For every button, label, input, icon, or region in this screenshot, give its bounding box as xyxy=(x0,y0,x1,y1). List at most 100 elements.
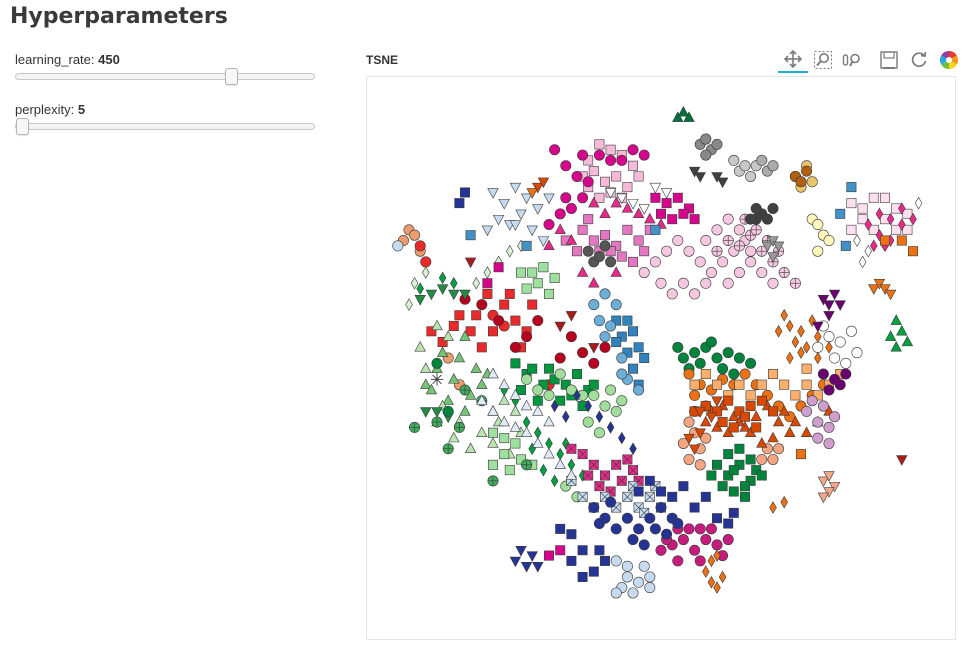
scatter-point xyxy=(823,471,835,482)
learning-rate-slider-handle[interactable] xyxy=(224,68,238,85)
scatter-point xyxy=(705,267,717,279)
scatter-point xyxy=(526,188,538,199)
scatter-point xyxy=(756,453,768,465)
scatter-point xyxy=(532,437,544,448)
scatter-point xyxy=(442,394,454,405)
scatter-point xyxy=(600,470,610,481)
scatter-point xyxy=(896,455,908,466)
scatter-point xyxy=(769,501,777,514)
scatter-point xyxy=(868,192,879,203)
scatter-point xyxy=(583,214,594,225)
scatter-point xyxy=(611,336,622,347)
scatter-point xyxy=(666,288,678,300)
scatter-point xyxy=(431,357,443,369)
scatter-point xyxy=(431,416,443,428)
save-tool[interactable] xyxy=(874,47,904,73)
scatter-point xyxy=(509,405,522,416)
scatter-series xyxy=(702,495,788,594)
pan-tool[interactable] xyxy=(778,47,808,73)
scatter-point xyxy=(476,342,487,353)
scatter-point xyxy=(694,256,706,268)
scatter-point xyxy=(526,225,538,237)
scatter-point xyxy=(879,284,891,295)
scatter-point xyxy=(700,235,712,247)
scatter-point xyxy=(543,415,555,427)
scatter-point xyxy=(430,373,444,386)
scatter-point xyxy=(627,534,639,546)
scatter-point xyxy=(712,513,722,524)
scatter-point xyxy=(723,470,734,481)
scatter-point xyxy=(772,415,785,427)
scatter-point xyxy=(677,106,690,117)
scatter-point xyxy=(465,230,476,241)
perplexity-slider[interactable] xyxy=(15,118,315,135)
scatter-point xyxy=(621,202,634,213)
scatter-point xyxy=(628,326,638,337)
scatter-series xyxy=(745,202,779,225)
scatter-point xyxy=(532,405,544,416)
learning-rate-slider[interactable] xyxy=(15,68,315,85)
bokeh-logo[interactable] xyxy=(934,47,964,73)
scatter-point xyxy=(577,545,588,556)
scatter-point xyxy=(756,267,768,279)
scatter-point xyxy=(545,437,553,450)
scatter-point xyxy=(756,379,767,390)
scatter-point xyxy=(814,330,822,343)
scatter-point xyxy=(622,224,633,235)
scatter-point xyxy=(817,400,829,412)
reset-tool[interactable] xyxy=(904,47,934,73)
scatter-point xyxy=(442,330,454,341)
scatter-point xyxy=(655,544,667,556)
scatter-point xyxy=(734,379,745,390)
scatter-point xyxy=(616,251,627,262)
scatter-point xyxy=(594,192,605,203)
scatter-point xyxy=(629,442,637,456)
scatter-point xyxy=(656,486,666,497)
scatter-point xyxy=(498,415,510,427)
scatter-point xyxy=(532,562,544,573)
scatter-point xyxy=(678,208,689,219)
scatter-point xyxy=(448,373,460,384)
scatter-point xyxy=(689,389,701,401)
scatter-point xyxy=(510,358,521,369)
box-zoom-tool[interactable] xyxy=(808,47,838,73)
scatter-point xyxy=(711,352,723,364)
scatter-point xyxy=(728,465,739,476)
scatter-point xyxy=(802,341,811,354)
scatter-point xyxy=(817,492,830,504)
scatter-point xyxy=(488,326,498,337)
scatter-point xyxy=(600,555,610,566)
scatter-point xyxy=(694,459,706,471)
scatter-point xyxy=(745,475,756,486)
scatter-point xyxy=(588,502,600,514)
scatter-point xyxy=(745,357,757,369)
scatter-point xyxy=(593,251,605,263)
scatter-point xyxy=(627,144,639,156)
scatter-point xyxy=(544,363,554,374)
scatter-point xyxy=(891,224,902,235)
scatter-point xyxy=(487,367,499,379)
scatter-point xyxy=(829,352,841,364)
scatter-point xyxy=(521,240,532,251)
tsne-plot[interactable] xyxy=(366,76,956,640)
perplexity-slider-handle[interactable] xyxy=(16,118,29,135)
scatter-point xyxy=(873,279,886,290)
scatter-point xyxy=(487,188,499,199)
scatter-point xyxy=(694,428,706,440)
scatter-series xyxy=(846,192,913,235)
scatter-point xyxy=(823,421,835,433)
scatter-point xyxy=(672,192,683,203)
scatter-point xyxy=(723,395,734,406)
scatter-point xyxy=(577,192,589,204)
scatter-point xyxy=(767,202,779,214)
scatter-point xyxy=(772,241,785,253)
scatter-point xyxy=(532,395,543,406)
scatter-point xyxy=(768,406,778,417)
scatter-point xyxy=(588,196,600,208)
wheel-zoom-tool[interactable] xyxy=(838,47,868,73)
scatter-point xyxy=(420,362,432,373)
scatter-point xyxy=(448,289,460,301)
scatter-point xyxy=(677,277,689,289)
plot-title: TSNE xyxy=(366,53,399,67)
scatter-series xyxy=(672,106,695,122)
